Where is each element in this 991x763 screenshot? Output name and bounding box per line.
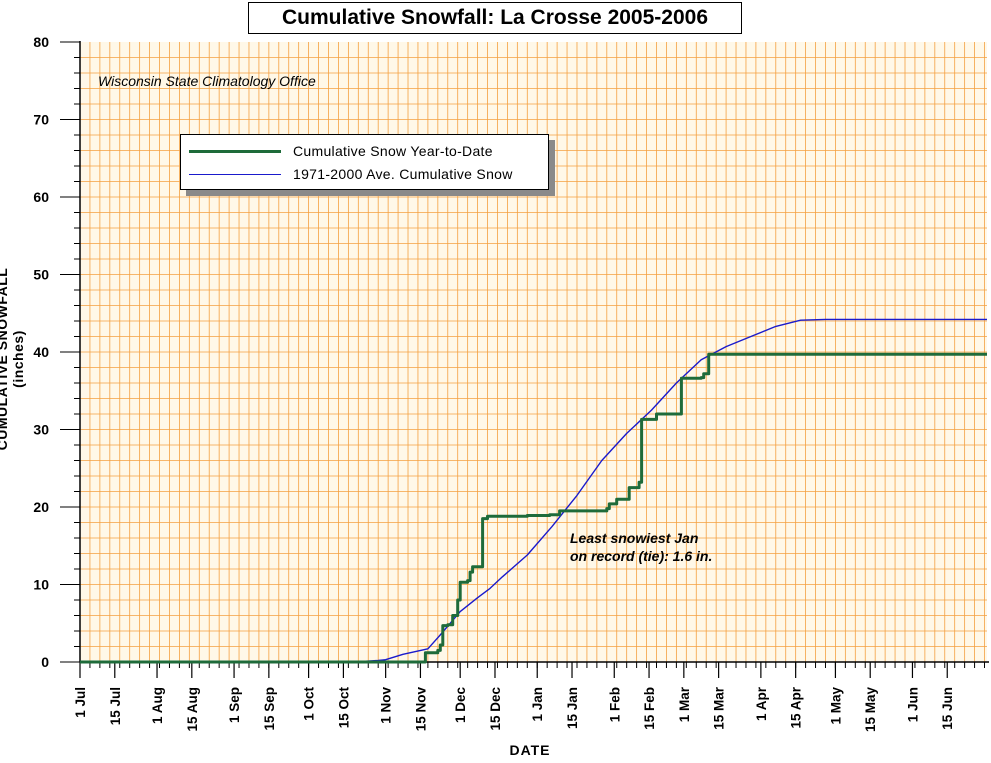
x-tick-label: 1 Mar <box>677 686 692 722</box>
x-tick-label: 1 Dec <box>453 687 468 724</box>
y-tick-label: 0 <box>41 654 49 670</box>
x-tick-label: 15 Jun <box>940 687 955 730</box>
y-tick-label: 50 <box>33 267 49 283</box>
legend-entry-year-to-date: Cumulative Snow Year-to-Date <box>181 140 493 162</box>
y-tick-labels: 0 10 20 30 40 50 60 70 80 <box>33 34 80 670</box>
source-note: Wisconsin State Climatology Office <box>98 73 316 89</box>
x-tick-label: 15 Feb <box>642 687 657 730</box>
annotation: Least snowiest Jan on record (tie): 1.6 … <box>570 530 713 564</box>
y-tick-label: 10 <box>33 577 49 593</box>
legend: Cumulative Snow Year-to-Date 1971-2000 A… <box>180 134 549 190</box>
series-average-line <box>80 318 987 663</box>
x-tick-label: 1 Apr <box>754 686 769 721</box>
legend-label-average: 1971-2000 Ave. Cumulative Snow <box>293 166 513 182</box>
x-tick-label: 1 Jul <box>73 687 88 718</box>
x-tick-label: 1 Jan <box>530 687 545 722</box>
x-tick-label: 15 May <box>863 687 878 733</box>
x-tick-label: 15 Jul <box>108 687 123 725</box>
x-tick-label: 15 Aug <box>185 687 200 732</box>
y-tick-label: 70 <box>33 112 49 128</box>
y-tick-label: 60 <box>33 189 49 205</box>
legend-swatch-average <box>189 173 281 175</box>
y-tick-label: 40 <box>33 344 49 360</box>
x-tick-label: 15 Nov <box>413 687 428 732</box>
y-axis-label: CUMULATIVE SNOWFALL (inches) <box>0 267 26 451</box>
x-tick-label: 1 Nov <box>379 687 394 724</box>
x-tick-labels: 1 Jul 15 Jul 1 Aug 15 Aug 1 Sep 15 Sep 1 Oct 15… <box>73 662 986 733</box>
x-tick-label: 15 Jan <box>565 687 580 729</box>
x-tick-label: 1 Sep <box>227 687 242 723</box>
x-tick-label: 15 Apr <box>789 686 804 728</box>
x-tick-label: 1 Oct <box>302 686 317 720</box>
horizontal-gridlines <box>80 57 987 647</box>
data-series <box>80 318 987 664</box>
x-axis-label: DATE <box>509 742 551 758</box>
y-tick-label: 20 <box>33 499 49 515</box>
legend-swatch-year-to-date <box>189 149 281 153</box>
x-tick-label: 1 Jun <box>905 687 920 722</box>
y-tick-label: 30 <box>33 422 49 438</box>
legend-label-year-to-date: Cumulative Snow Year-to-Date <box>293 143 493 159</box>
chart-title: Cumulative Snowfall: La Crosse 2005-2006 <box>248 2 742 34</box>
y-tick-label: 80 <box>33 34 49 50</box>
x-tick-label: 15 Mar <box>712 686 727 730</box>
x-tick-label: 1 Aug <box>150 687 165 724</box>
x-tick-label: 1 Feb <box>607 687 622 722</box>
x-tick-label: 15 Dec <box>488 687 503 731</box>
x-tick-label: 1 May <box>828 687 843 725</box>
x-tick-label: 15 Sep <box>262 687 277 731</box>
legend-entry-average: 1971-2000 Ave. Cumulative Snow <box>181 163 513 185</box>
series-year-to-date-line <box>80 352 987 664</box>
x-tick-label: 15 Oct <box>336 687 351 729</box>
